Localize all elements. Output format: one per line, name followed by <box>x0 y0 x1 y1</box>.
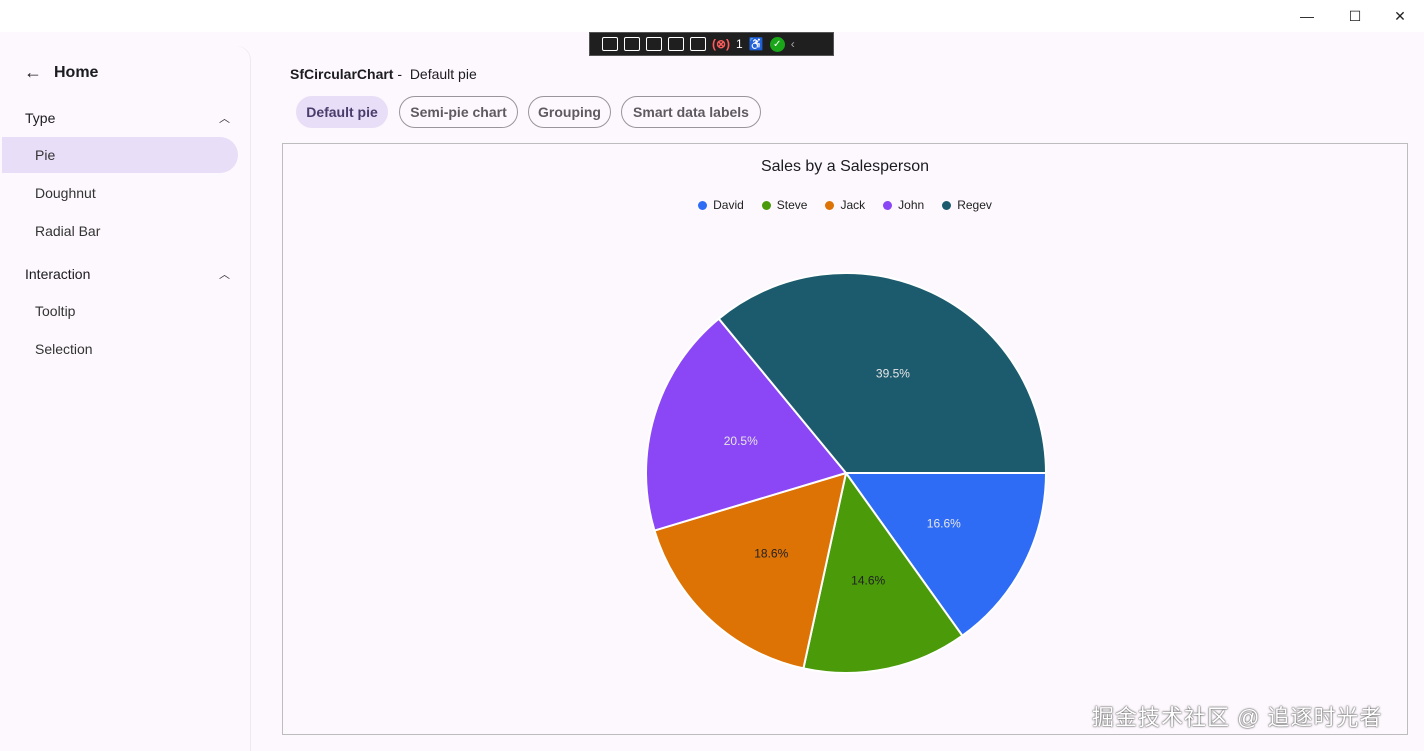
tab-grouping[interactable]: Grouping <box>528 96 611 128</box>
legend-marker-icon <box>942 200 952 210</box>
tab-smart-data-labels[interactable]: Smart data labels <box>621 96 761 128</box>
data-label-david: 16.6% <box>927 516 961 530</box>
maximize-button[interactable]: ☐ <box>1348 7 1362 24</box>
group-interaction[interactable]: Interaction ︿ <box>25 266 230 282</box>
watermark: 掘金技术社区 @ 追逐时光者 <box>1092 705 1383 730</box>
tab-semi-pie-chart[interactable]: Semi-pie chart <box>399 96 518 128</box>
sidebar-item-selection[interactable]: Selection <box>2 331 238 367</box>
legend-item-david[interactable]: David <box>698 198 744 212</box>
legend-marker-icon <box>761 200 771 210</box>
back-arrow-icon: ← <box>24 62 42 82</box>
home-link[interactable]: ← Home <box>24 62 98 83</box>
tab-default-pie[interactable]: Default pie <box>296 96 388 128</box>
legend-label: Steve <box>776 198 808 212</box>
legend-item-jack[interactable]: Jack <box>825 198 865 212</box>
window-titlebar: — ☐ ✕ <box>0 0 1424 32</box>
legend-marker-icon <box>825 200 835 210</box>
sidebar-item-label: Doughnut <box>35 185 96 201</box>
close-button[interactable]: ✕ <box>1394 7 1406 24</box>
binding-errors-icon[interactable]: (⊗) <box>712 37 731 51</box>
sidebar-item-pie[interactable]: Pie <box>2 137 238 173</box>
legend-item-john[interactable]: John <box>883 198 924 212</box>
legend-marker-icon <box>883 200 893 210</box>
select-element-icon[interactable] <box>646 37 662 51</box>
pie-chart: 16.6% 14.6% 18.6% 20.5% 39.5% <box>645 272 1048 674</box>
chart-area: Sales by a Salesperson David Steve Jack Joh… <box>282 143 1408 735</box>
data-label-john: 20.5% <box>724 434 758 448</box>
legend-marker-icon <box>698 200 708 210</box>
camera-icon[interactable] <box>624 37 640 51</box>
home-label: Home <box>54 63 99 81</box>
data-label-steve: 14.6% <box>851 574 885 588</box>
sidebar-item-label: Pie <box>35 147 56 163</box>
control-name: SfCircularChart <box>290 66 394 82</box>
legend-label: Jack <box>840 198 866 212</box>
group-label: Type <box>25 110 56 126</box>
pie-slice-john[interactable] <box>645 317 848 532</box>
sample-name: Default pie <box>409 66 477 82</box>
check-icon[interactable]: ✓ <box>769 36 785 52</box>
group-label: Interaction <box>25 266 91 282</box>
sidebar-item-label: Tooltip <box>35 303 76 319</box>
legend-label: John <box>898 198 925 212</box>
accessibility-icon[interactable]: ♿ <box>748 37 764 51</box>
legend-item-steve[interactable]: Steve <box>761 198 808 212</box>
legend-label: Regev <box>957 198 992 212</box>
debug-toolbar: (⊗) 1 ♿ ✓ ‹ <box>589 32 834 56</box>
chart-legend: David Steve Jack John Regev <box>283 198 1407 212</box>
sidebar-item-label: Selection <box>35 341 93 357</box>
legend-label: David <box>713 198 744 212</box>
sidebar-item-radial-bar[interactable]: Radial Bar <box>2 213 238 249</box>
pie-slice-david[interactable] <box>844 472 1048 638</box>
pie-slice-regev[interactable] <box>717 272 1048 474</box>
group-type[interactable]: Type ︿ <box>25 110 230 126</box>
chevron-up-icon: ︿ <box>219 269 230 281</box>
pie-slice-steve[interactable] <box>802 470 964 674</box>
track-focus-icon[interactable] <box>690 37 706 51</box>
page-title: SfCircularChart - Default pie <box>290 66 477 82</box>
collapse-chevron-icon[interactable]: ‹ <box>790 37 795 51</box>
error-count: 1 <box>736 37 743 51</box>
pie-slice-jack[interactable] <box>653 471 848 670</box>
chevron-up-icon: ︿ <box>219 113 230 125</box>
display-layout-icon[interactable] <box>668 37 684 51</box>
sidebar-item-tooltip[interactable]: Tooltip <box>2 293 238 329</box>
live-tree-icon[interactable] <box>602 37 618 51</box>
chart-title: Sales by a Salesperson <box>760 158 930 175</box>
minimize-button[interactable]: — <box>1300 8 1314 24</box>
sidebar-item-doughnut[interactable]: Doughnut <box>2 175 238 211</box>
title-separator: - <box>397 66 403 82</box>
sidebar-item-label: Radial Bar <box>35 223 101 239</box>
data-label-jack: 18.6% <box>754 547 788 561</box>
legend-item-regev[interactable]: Regev <box>942 198 992 212</box>
data-label-regev: 39.5% <box>876 367 910 381</box>
